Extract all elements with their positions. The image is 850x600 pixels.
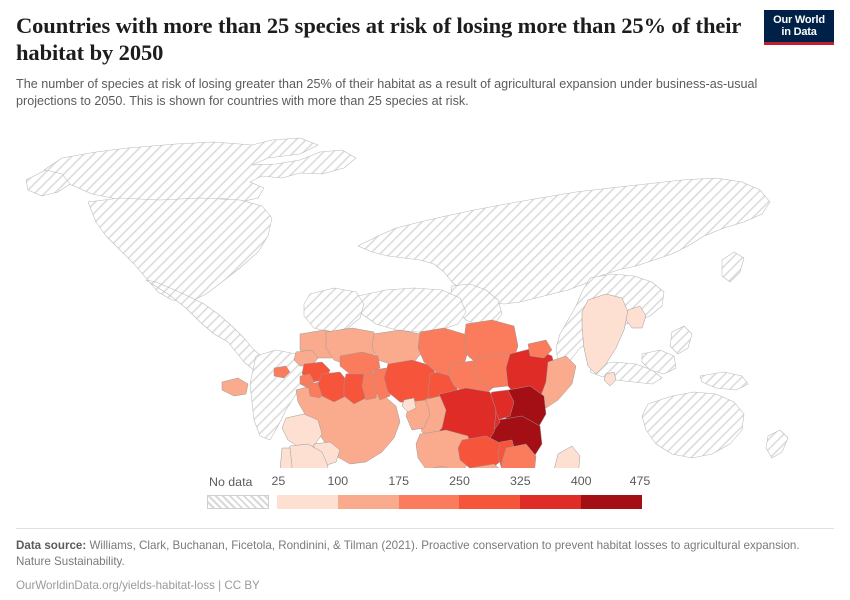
country-north-africa-libya-egypt	[357, 287, 467, 333]
country-borneo	[641, 349, 677, 375]
data-countries	[221, 293, 647, 468]
country-somalia	[539, 355, 577, 409]
data-source-label: Data source:	[16, 539, 87, 552]
legend-bin-1[interactable]	[277, 495, 338, 509]
country-bangladesh	[625, 305, 647, 329]
country-ivory-coast	[317, 371, 349, 403]
legend-color-bar[interactable]	[277, 495, 642, 509]
country-australia	[641, 391, 745, 459]
legend-tick-175: 175	[388, 474, 409, 488]
chart-url-license[interactable]: OurWorldinData.org/yields-habitat-loss |…	[16, 578, 260, 592]
country-zambia	[457, 435, 503, 468]
country-honduras	[221, 377, 249, 397]
legend-tick-475: 475	[629, 474, 651, 488]
map-svg	[25, 137, 789, 468]
world-choropleth-map[interactable]	[0, 118, 850, 468]
country-argentina	[283, 443, 329, 468]
country-philippines	[669, 325, 693, 355]
chart-subtitle: The number of species at risk of losing …	[16, 76, 758, 109]
country-alaska	[25, 169, 71, 197]
country-canada-greenland	[43, 137, 357, 205]
legend-tick-400: 400	[570, 474, 592, 488]
legend-tick-25: 25	[271, 474, 286, 488]
country-niger	[371, 329, 425, 367]
data-source-citation: Williams, Clark, Buchanan, Ficetola, Ron…	[16, 539, 800, 569]
legend-no-data-label: No data	[209, 475, 253, 489]
country-madagascar	[554, 445, 581, 468]
country-mozambique	[500, 443, 537, 468]
country-eurasia-landmass	[357, 177, 771, 305]
country-algeria-morocco	[303, 287, 365, 333]
legend-bin-6[interactable]	[581, 495, 642, 509]
country-bolivia	[281, 413, 323, 449]
legend-tick-250: 250	[449, 474, 470, 488]
legend-bin-3[interactable]	[398, 495, 460, 509]
country-burkina-faso	[339, 351, 381, 375]
country-usa-canada-mainland	[87, 197, 273, 303]
legend-ticks: 25 100 175 250 325 400 475	[271, 474, 650, 492]
legend-bin-4[interactable]	[459, 495, 521, 509]
legend-tick-100: 100	[327, 474, 349, 488]
country-namibia	[431, 465, 449, 468]
legend-bin-2[interactable]	[337, 495, 399, 509]
country-india	[581, 293, 629, 375]
footer-divider	[16, 528, 834, 529]
country-indonesia	[589, 361, 663, 385]
country-japan	[721, 251, 745, 283]
legend-no-data-swatch[interactable]	[207, 495, 269, 509]
no-data-countries	[25, 137, 789, 459]
map-legend: No data 25 100 175 250 325 400 475	[0, 474, 850, 520]
owid-logo-line2: in Data	[781, 26, 817, 39]
country-chile	[279, 447, 293, 468]
data-source-text: Data source: Williams, Clark, Buchanan, …	[16, 538, 834, 571]
country-papua-new-guinea	[699, 371, 749, 391]
page-title: Countries with more than 25 species at r…	[16, 13, 741, 66]
legend-bin-5[interactable]	[520, 495, 582, 509]
owid-logo[interactable]: Our World in Data	[764, 10, 834, 45]
country-equatorial-guinea	[401, 397, 417, 413]
country-zimbabwe	[469, 463, 500, 468]
country-sri-lanka	[603, 371, 617, 387]
country-eritrea-djibouti	[527, 339, 553, 359]
country-dominican-republic	[273, 365, 291, 379]
chart-footer: Data source: Williams, Clark, Buchanan, …	[16, 528, 834, 594]
chart-header: Countries with more than 25 species at r…	[16, 0, 834, 111]
country-angola	[415, 429, 473, 468]
owid-logo-line1: Our World	[773, 14, 825, 26]
country-new-zealand	[765, 429, 789, 459]
legend-tick-325: 325	[509, 474, 531, 488]
